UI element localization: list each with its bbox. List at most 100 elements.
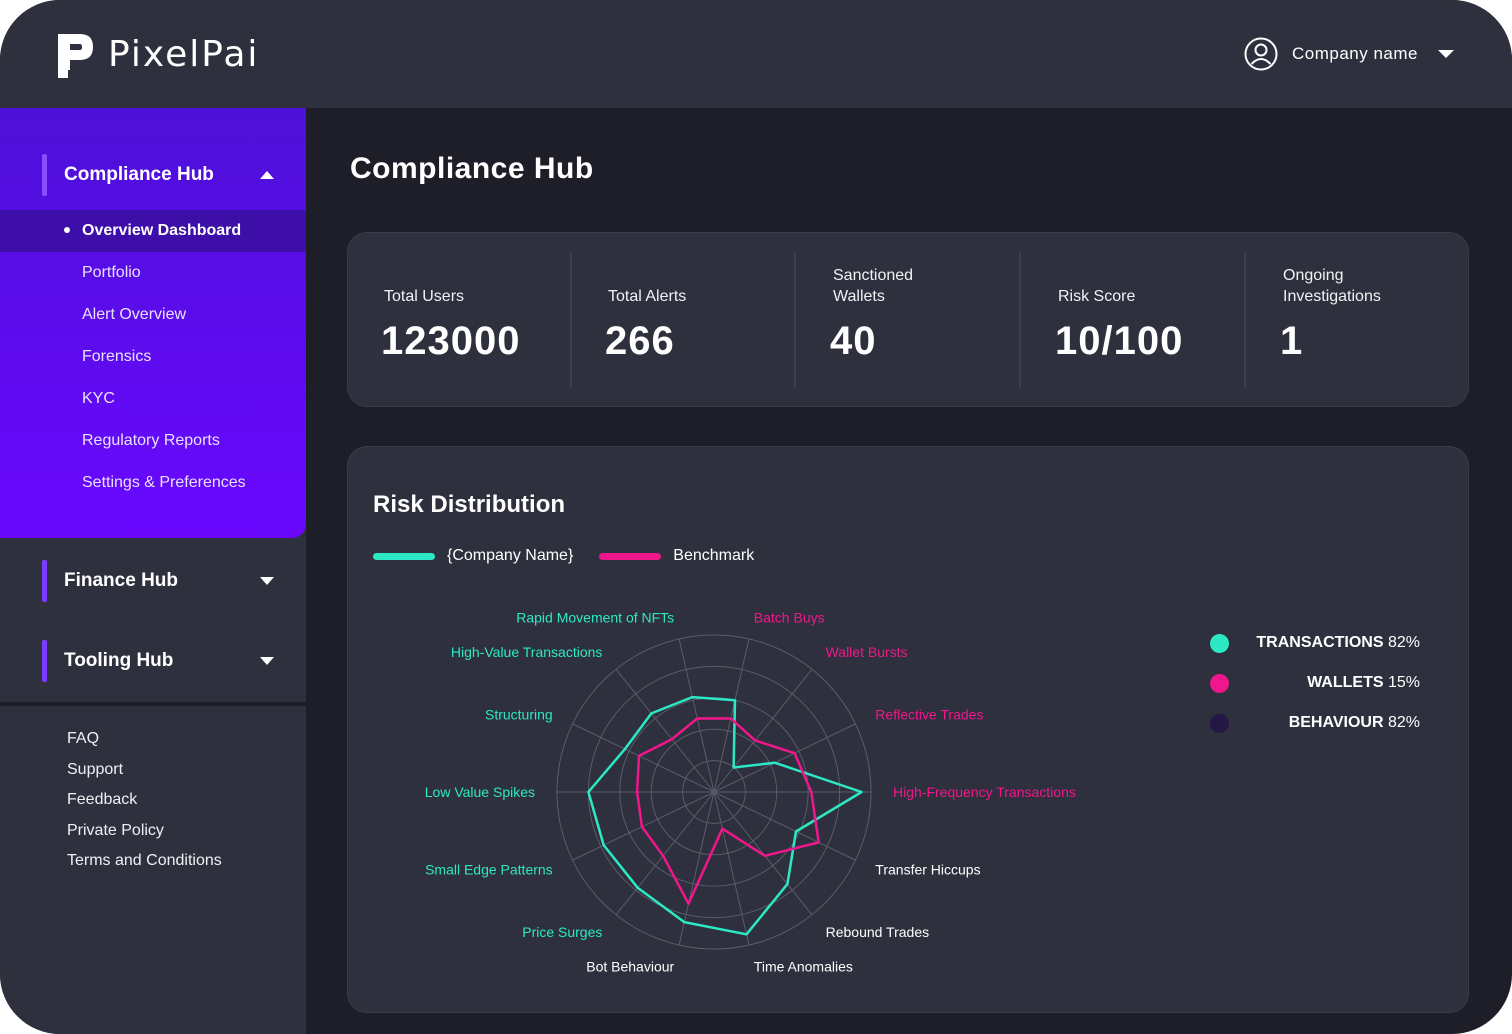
sidebar-item-kyc[interactable]: KYC: [82, 390, 115, 407]
radar-axis-label: High-Frequency Transactions: [893, 784, 1076, 800]
radar-axis-label: Transfer Hiccups: [875, 862, 980, 878]
stats-card: Total Users 123000 Total Alerts 266 Sanc…: [347, 232, 1469, 407]
radar-axis-label: Batch Buys: [754, 610, 825, 626]
private-policy-link[interactable]: Private Policy: [67, 821, 164, 839]
radar-spoke: [713, 791, 750, 946]
radar-spoke: [615, 668, 715, 793]
section-indicator: [42, 560, 47, 602]
sidebar-item-regulatory-reports[interactable]: Regulatory Reports: [82, 432, 220, 449]
chart-legend: {Company Name} Benchmark: [373, 547, 780, 565]
pct-name: WALLETS: [1307, 674, 1384, 691]
pct-name: TRANSACTIONS: [1256, 634, 1384, 651]
sidebar-item-overview-dashboard[interactable]: Overview Dashboard: [0, 210, 306, 252]
feedback-link[interactable]: Feedback: [67, 791, 138, 808]
pct-value: 82%: [1387, 634, 1420, 651]
stat-label: Ongoing Investigations: [1283, 267, 1381, 305]
stat-sanctioned-wallets: Sanctioned Wallets 40: [797, 253, 1021, 388]
radar-axis-label: Small Edge Patterns: [425, 862, 553, 878]
radar-axis-label: Wallet Bursts: [826, 644, 908, 660]
radar-axis-label: Bot Behaviour: [586, 959, 674, 975]
pct-value: 82%: [1387, 714, 1420, 731]
sidebar: Compliance Hub Overview Dashboard Portfo…: [0, 108, 306, 1034]
divider: [794, 253, 796, 387]
pct-row-behaviour: BEHAVIOUR 82%: [1210, 703, 1420, 743]
radar-spoke: [615, 791, 715, 916]
radar-axis-label: Rapid Movement of NFTs: [516, 610, 674, 626]
sidebar-item-forensics[interactable]: Forensics: [82, 348, 152, 365]
radar-axis-label: Structuring: [485, 706, 553, 722]
radar-spoke: [713, 791, 856, 861]
pct-value: 15%: [1387, 674, 1420, 691]
compliance-hub-section: Compliance Hub Overview Dashboard Portfo…: [0, 108, 306, 538]
stat-label: Risk Score: [1058, 288, 1136, 305]
support-link[interactable]: Support: [67, 760, 124, 778]
radar-spoke: [713, 723, 856, 793]
pct-dot: [1210, 713, 1229, 733]
sidebar-item-portfolio[interactable]: Portfolio: [82, 264, 141, 281]
faq-link[interactable]: FAQ: [67, 730, 100, 747]
stat-risk-score: Risk Score 10/100: [1022, 253, 1246, 388]
radar-spoke: [713, 668, 813, 793]
user-circle-icon: [1244, 37, 1278, 71]
company-name: Company name: [1292, 44, 1419, 63]
stat-label: Sanctioned Wallets: [833, 267, 914, 305]
stat-label: Total Users: [384, 288, 465, 305]
divider: [1244, 253, 1246, 387]
compliance-hub-toggle[interactable]: Compliance Hub: [42, 154, 274, 196]
stat-value: 40: [830, 319, 877, 363]
stat-total-alerts: Total Alerts 266: [572, 253, 796, 388]
finance-hub-section: Finance Hub: [0, 538, 306, 624]
divider: [1019, 253, 1021, 387]
compliance-hub-label: Compliance Hub: [64, 164, 214, 185]
stat-value: 123000: [381, 319, 521, 363]
radar-spoke: [678, 638, 715, 793]
stat-value: 266: [605, 319, 675, 363]
legend-label-company: {Company Name}: [447, 547, 574, 564]
tooling-hub-section: Tooling Hub: [0, 620, 306, 706]
sidebar-item-alert-overview[interactable]: Alert Overview: [82, 306, 187, 323]
footer-links: FAQ Support Feedback Private Policy Term…: [67, 730, 222, 883]
pct-dot: [1210, 673, 1229, 693]
stat-value: 1: [1280, 319, 1304, 363]
radar-axis-label: Rebound Trades: [826, 924, 930, 940]
chevron-down-icon: [260, 577, 274, 585]
stat-label: Total Alerts: [608, 288, 687, 305]
pct-name: BEHAVIOUR: [1288, 714, 1384, 731]
pct-row-transactions: TRANSACTIONS 82%: [1210, 623, 1420, 663]
stat-ongoing-investigations: Ongoing Investigations 1: [1247, 253, 1471, 388]
top-bar: PixelPai Company name: [0, 0, 1512, 108]
radar-axis-label: Low Value Spikes: [425, 784, 535, 800]
radar-axis-label: Price Surges: [522, 924, 602, 940]
stat-value: 10/100: [1055, 319, 1184, 363]
legend-swatch-company: [373, 552, 435, 560]
risk-distribution-title: Risk Distribution: [373, 491, 566, 518]
compliance-hub-items: Overview Dashboard Portfolio Alert Overv…: [0, 210, 306, 504]
chevron-up-icon: [260, 171, 274, 179]
section-indicator: [42, 154, 47, 196]
divider: [570, 253, 572, 387]
radar-spoke: [678, 791, 715, 946]
tooling-hub-label: Tooling Hub: [64, 650, 174, 671]
company-menu[interactable]: Company name: [1244, 36, 1455, 72]
terms-link[interactable]: Terms and Conditions: [67, 852, 222, 869]
chevron-down-icon: [1438, 50, 1455, 58]
stat-total-users: Total Users 123000: [348, 253, 572, 388]
radar-axis-label: Reflective Trades: [875, 706, 983, 722]
pct-row-wallets: WALLETS 15%: [1210, 663, 1420, 703]
page-title: Compliance Hub: [350, 152, 594, 185]
percentage-legend: TRANSACTIONS 82% WALLETS 15% BEHAVIOUR 8…: [1210, 623, 1420, 743]
section-indicator: [42, 640, 47, 682]
brand-name: PixelPai: [108, 34, 260, 75]
tooling-hub-toggle[interactable]: Tooling Hub: [42, 640, 274, 682]
legend-swatch-benchmark: [599, 552, 662, 560]
radar-chart: Batch Buys Wallet Bursts Reflective Trades…: [425, 610, 1076, 975]
radar-spoke: [572, 723, 715, 793]
radar-spoke: [713, 638, 750, 793]
finance-hub-label: Finance Hub: [64, 570, 179, 591]
radar-axis-label: Time Anomalies: [754, 959, 853, 975]
sidebar-item-settings-preferences[interactable]: Settings & Preferences: [82, 474, 246, 491]
radar-series-benchmark: [635, 717, 820, 905]
finance-hub-toggle[interactable]: Finance Hub: [42, 560, 274, 602]
legend-label-benchmark: Benchmark: [673, 547, 755, 564]
